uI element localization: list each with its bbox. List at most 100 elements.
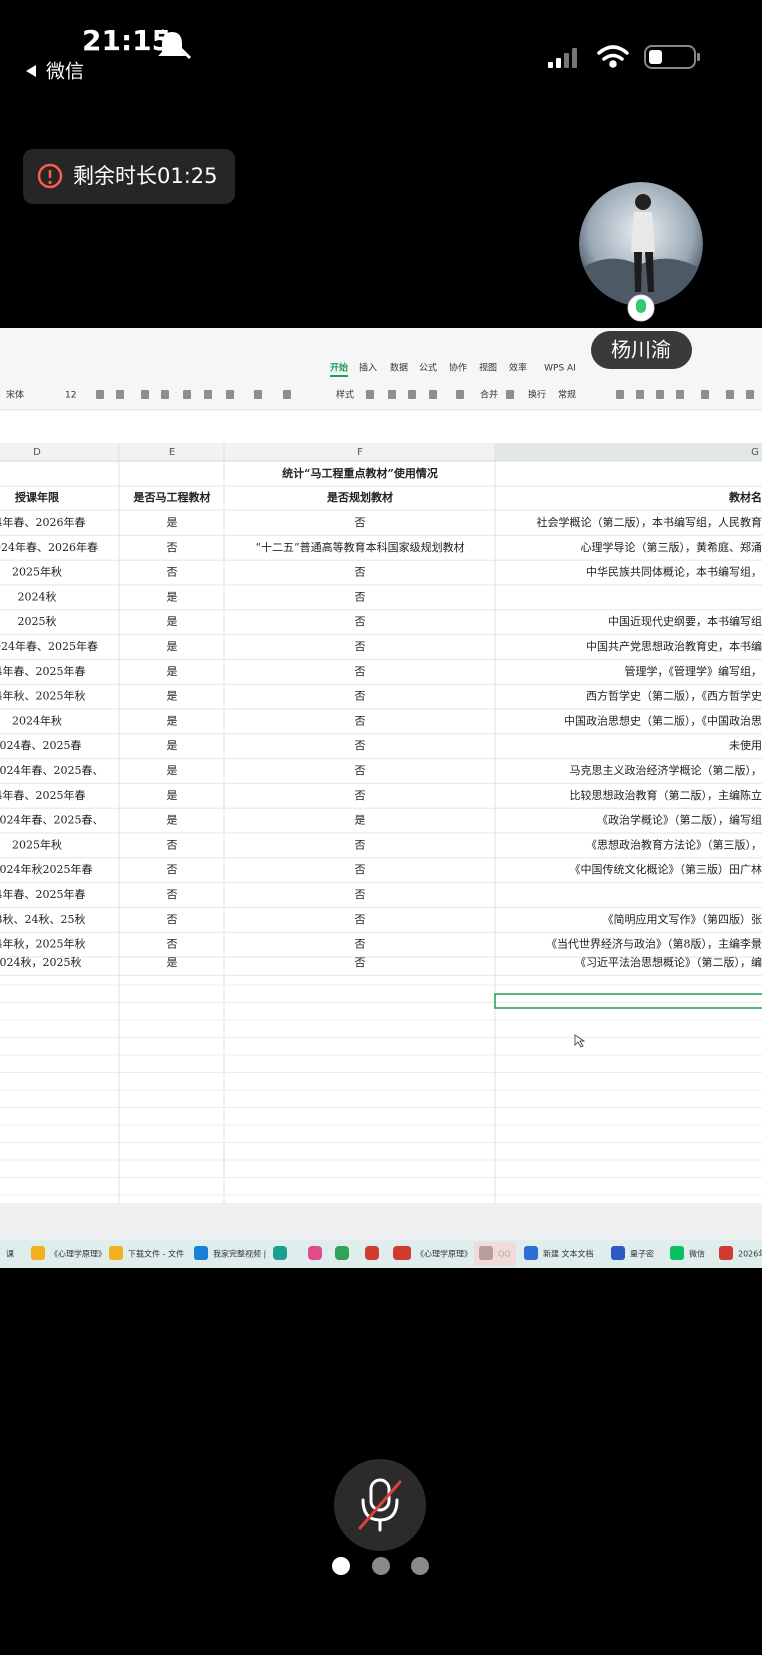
speaker-name: 杨川渝 bbox=[611, 338, 671, 362]
toolbar-button[interactable]: 样式 bbox=[336, 389, 354, 401]
toolbar-icon[interactable] bbox=[676, 390, 684, 399]
ribbon-tab[interactable]: 协作 bbox=[449, 362, 467, 374]
toolbar-icon[interactable] bbox=[408, 390, 416, 399]
toolbar-icon[interactable] bbox=[456, 390, 464, 399]
table-cell: 24年春、2025年春 bbox=[0, 887, 86, 901]
ribbon-tab[interactable]: 数据 bbox=[390, 362, 408, 374]
taskbar-item[interactable]: 量子密 bbox=[630, 1249, 654, 1259]
table-cell: “十二五”普通高等教育本科国家级规划教材 bbox=[255, 540, 464, 554]
toolbar-button[interactable]: 常规 bbox=[558, 389, 576, 401]
table-cell: 2024年秋 bbox=[12, 713, 62, 727]
toolbar-icon[interactable] bbox=[746, 390, 754, 399]
table-cell: 《中国传统文化概论》（第三版）田广林 bbox=[570, 862, 762, 876]
ribbon-tab[interactable]: 效率 bbox=[509, 362, 527, 374]
table-cell: 是 bbox=[167, 739, 178, 752]
column-header[interactable]: F bbox=[357, 447, 363, 458]
table-cell: 是 bbox=[167, 516, 178, 529]
toolbar-icon[interactable] bbox=[429, 390, 437, 399]
toolbar-icon[interactable] bbox=[506, 390, 514, 399]
toolbar-icon[interactable] bbox=[141, 390, 149, 399]
toolbar-icon[interactable] bbox=[701, 390, 709, 399]
taskbar-icon[interactable] bbox=[393, 1246, 407, 1260]
taskbar-icon[interactable] bbox=[719, 1246, 733, 1260]
table-cell: 心理学导论（第三版），黄希庭、郑涌 bbox=[581, 540, 762, 554]
table-cell: 是 bbox=[167, 789, 178, 802]
sheet-bg bbox=[0, 328, 762, 1268]
table-cell: 23秋、24秋、25秋 bbox=[0, 912, 86, 926]
taskbar-icon[interactable] bbox=[308, 1246, 322, 1260]
taskbar-item[interactable]: 《心理学原理》 bbox=[50, 1249, 106, 1259]
toolbar-icon[interactable] bbox=[726, 390, 734, 399]
toolbar-icon[interactable] bbox=[161, 390, 169, 399]
ribbon-tab[interactable]: 开始 bbox=[330, 362, 348, 374]
selected-column-header bbox=[495, 443, 762, 461]
taskbar-icon[interactable] bbox=[194, 1246, 208, 1260]
battery-icon bbox=[644, 45, 700, 69]
back-arrow[interactable] bbox=[26, 65, 36, 77]
taskbar-item[interactable]: 微信 bbox=[689, 1249, 705, 1259]
page-dot-active[interactable] bbox=[332, 1557, 350, 1575]
taskbar-item[interactable]: 《心理学原理》 bbox=[416, 1249, 472, 1259]
table-cell: 《思想政治教育方法论》（第三版）， bbox=[586, 837, 762, 851]
toolbar-icon[interactable] bbox=[616, 390, 624, 399]
table-cell: 比较思想政治教育（第二版），主编陈立 bbox=[570, 788, 762, 802]
toolbar-icon[interactable] bbox=[226, 390, 234, 399]
page-dot[interactable] bbox=[372, 1557, 390, 1575]
toolbar-icon[interactable] bbox=[366, 390, 374, 399]
taskbar-icon[interactable] bbox=[335, 1246, 349, 1260]
font-size[interactable]: 12 bbox=[65, 391, 76, 401]
selected-cell[interactable] bbox=[494, 993, 762, 1009]
taskbar-bg bbox=[0, 1240, 762, 1268]
taskbar-icon[interactable] bbox=[273, 1246, 287, 1260]
toolbar-icon[interactable] bbox=[388, 390, 396, 399]
taskbar-icon[interactable] bbox=[365, 1246, 379, 1260]
ribbon-tab[interactable]: WPS AI bbox=[544, 364, 576, 374]
timer-pill bbox=[23, 149, 235, 204]
table-header: 教材名 bbox=[728, 490, 762, 504]
taskbar-item[interactable]: 课 bbox=[6, 1250, 14, 1259]
avatar[interactable] bbox=[579, 182, 703, 310]
toolbar-icon[interactable] bbox=[116, 390, 124, 399]
toolbar-icon[interactable] bbox=[283, 390, 291, 399]
ribbon-tab[interactable]: 视图 bbox=[479, 362, 497, 374]
table-cell: 社会学概论（第二版），本书编写组，人民教育 bbox=[537, 515, 762, 529]
back-label[interactable]: 微信 bbox=[46, 61, 84, 83]
table-cell: 否 bbox=[167, 863, 178, 876]
taskbar-item[interactable]: 我家完整视频 | bbox=[213, 1249, 266, 1259]
mic-muted-icon bbox=[358, 1478, 402, 1532]
taskbar-icon[interactable] bbox=[31, 1246, 45, 1260]
toolbar-icon[interactable] bbox=[254, 390, 262, 399]
table-cell: 24年春、2025年春 bbox=[0, 664, 86, 678]
taskbar-icon[interactable] bbox=[109, 1246, 123, 1260]
toolbar-button[interactable]: 合并 bbox=[480, 389, 498, 401]
toolbar-icon[interactable] bbox=[183, 390, 191, 399]
ribbon-tab[interactable]: 公式 bbox=[419, 362, 437, 374]
toolbar-icon[interactable] bbox=[656, 390, 664, 399]
taskbar-item[interactable]: 下载文件 - 文件 bbox=[128, 1249, 184, 1259]
signal-icon bbox=[548, 48, 577, 68]
speaker-mic-icon bbox=[636, 299, 646, 313]
font-name[interactable]: 宋体 bbox=[6, 389, 24, 401]
table-cell: 否 bbox=[355, 590, 366, 603]
column-header[interactable]: E bbox=[169, 447, 175, 458]
toolbar-icon[interactable] bbox=[96, 390, 104, 399]
toolbar-button[interactable]: 换行 bbox=[528, 389, 546, 401]
taskbar-item[interactable]: 2026年 bbox=[738, 1249, 762, 1259]
ribbon-tab[interactable]: 插入 bbox=[359, 362, 377, 374]
toolbar-icon[interactable] bbox=[204, 390, 212, 399]
column-header[interactable]: D bbox=[33, 447, 41, 458]
taskbar-icon[interactable] bbox=[670, 1246, 684, 1260]
table-cell: 2024秋，2025秋 bbox=[0, 955, 82, 969]
column-header[interactable]: G bbox=[751, 447, 759, 458]
page-dot[interactable] bbox=[411, 1557, 429, 1575]
table-cell: 春、2024年春、2025春、 bbox=[0, 763, 104, 777]
taskbar-icon[interactable] bbox=[611, 1246, 625, 1260]
table-cell: 2025年秋 bbox=[12, 565, 62, 579]
table-cell: 是 bbox=[167, 665, 178, 678]
taskbar-item[interactable]: 新建 文本文档 bbox=[543, 1249, 594, 1259]
toolbar-icon[interactable] bbox=[636, 390, 644, 399]
table-cell: 春、2024年春、2025春、 bbox=[0, 813, 104, 827]
table-cell: 是 bbox=[167, 714, 178, 727]
taskbar-icon[interactable] bbox=[524, 1246, 538, 1260]
